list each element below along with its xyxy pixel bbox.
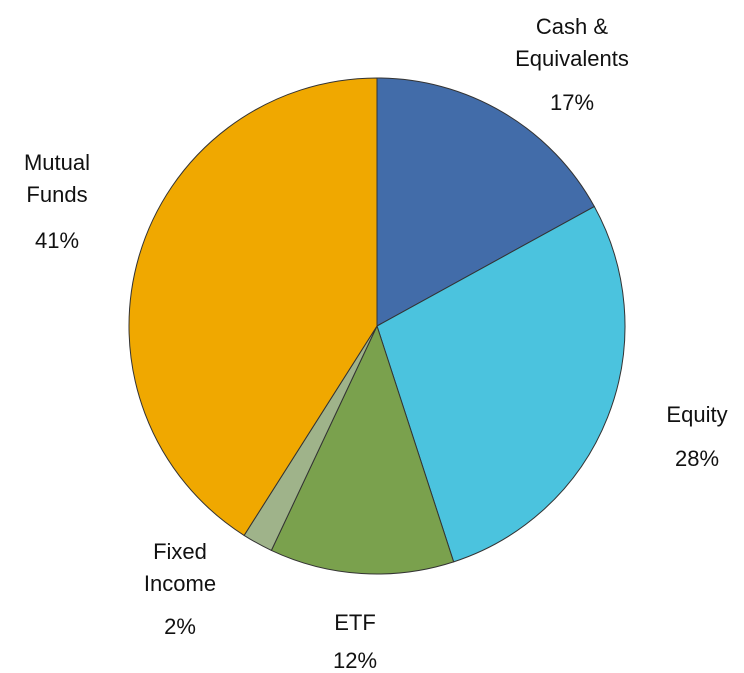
slice-label-line: Equity	[666, 402, 727, 427]
slice-label-line: Mutual	[24, 150, 90, 175]
slice-label-line: Funds	[26, 182, 87, 207]
slice-label: Mutual Funds	[24, 150, 90, 207]
value-label: 17%	[550, 90, 594, 115]
slice-label: Equity	[666, 402, 727, 427]
value-label: 12%	[333, 648, 377, 673]
slice-label-line: Income	[144, 571, 216, 596]
slice-label-line: ETF	[334, 610, 376, 635]
slice-label: Cash & Equivalents	[515, 14, 629, 71]
slice-label: Fixed Income	[144, 539, 216, 596]
value-label: 41%	[35, 228, 79, 253]
pie-slice	[376, 77, 596, 327]
pie-slice	[270, 324, 455, 575]
slice-label-line: Fixed	[153, 539, 207, 564]
slice-label-line: Cash &	[536, 14, 608, 39]
value-label: 2%	[164, 614, 196, 639]
slice-label: ETF	[334, 610, 376, 635]
pie-slice	[128, 77, 378, 537]
slice-label-line: Equivalents	[515, 46, 629, 71]
value-label: 28%	[675, 446, 719, 471]
pie-slice	[376, 205, 626, 563]
